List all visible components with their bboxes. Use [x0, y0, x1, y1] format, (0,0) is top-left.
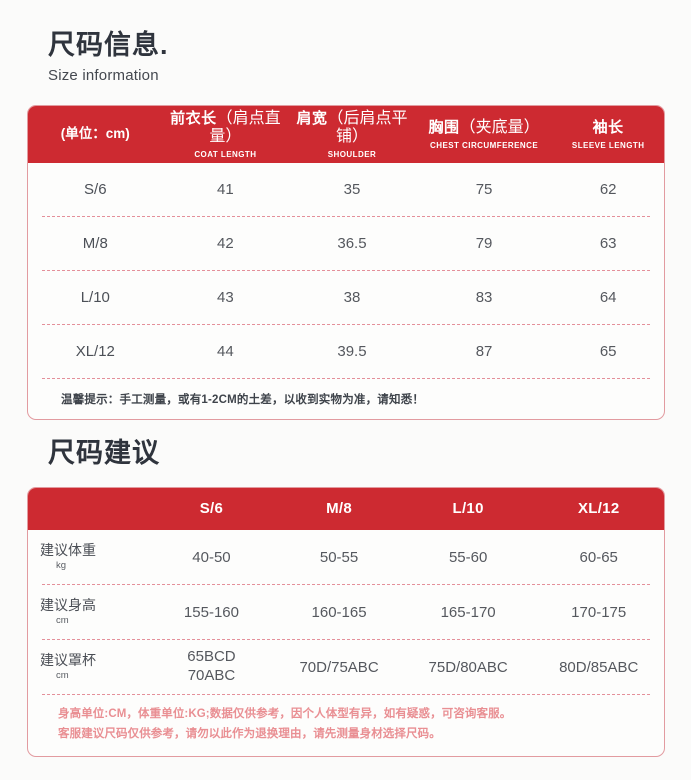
cell-sleeve: 62: [599, 181, 617, 198]
cell-chest: 83: [475, 289, 493, 306]
row-label-weight: 建议体重 kg: [40, 542, 96, 571]
advice-table-header-row: S/6 M/8 L/10 XL/12: [28, 488, 664, 530]
cell-chest: 79: [475, 235, 493, 252]
table-row: S/6 41 35 75 62: [28, 163, 664, 216]
cell-sleeve: 63: [599, 235, 617, 252]
advice-header-s: S/6: [199, 499, 224, 517]
cell-height-m: 160-165: [311, 603, 367, 621]
footer-note-line-1: 身高单位:CM，体重单位:KG;数据仅供参考，因个人体型有异，如有疑惑，可咨询客…: [58, 708, 512, 720]
advice-header-m: M/8: [326, 499, 352, 517]
section-title-advice: 尺码建议: [48, 438, 160, 468]
cell-height-s: 155-160: [183, 603, 239, 621]
cell-size: XL/12: [75, 343, 115, 360]
cell-shoulder: 35: [343, 181, 361, 198]
size-info-heading: 尺码信息. Size information: [48, 30, 169, 84]
row-label-cup: 建议罩杯 cm: [40, 652, 96, 681]
cell-coat-length: 41: [217, 181, 234, 198]
cell-coat-length: 44: [217, 343, 234, 360]
measurement-note: 温馨提示：手工测量，或有1-2CM的土差，以收到实物为准，请知悉！: [61, 394, 425, 406]
advice-footer-notes: 身高单位:CM，体重单位:KG;数据仅供参考，因个人体型有异，如有疑惑，可咨询客…: [28, 695, 664, 756]
cell-weight-s: 40-50: [192, 548, 231, 566]
table-row: XL/12 44 39.5 87 65: [28, 325, 664, 378]
cell-size: M/8: [82, 235, 108, 252]
row-label-height: 建议身高 cm: [40, 597, 96, 626]
cell-size: S/6: [84, 181, 107, 198]
cell-sleeve: 64: [599, 289, 617, 306]
footer-note-line-2: 客服建议尺码仅供参考，请勿以此作为退换理由，请先测量身材选择尺码。: [58, 728, 441, 741]
cell-height-l: 165-170: [440, 603, 496, 621]
row-divider: [42, 584, 650, 585]
cell-shoulder: 38: [343, 289, 361, 306]
page-title: 尺码信息.: [48, 30, 169, 60]
cell-cup-m: 70D/75ABC: [299, 658, 379, 676]
cell-size: L/10: [80, 289, 110, 306]
size-table-header-sleeve: 袖长 SLEEVE LENGTH: [571, 119, 645, 150]
advice-header-xl: XL/12: [577, 499, 620, 517]
cell-chest: 87: [475, 343, 493, 360]
table-row: 建议罩杯 cm 65BCD 70ABC 70D/75ABC 75D/80ABC …: [28, 640, 664, 694]
cell-coat-length: 43: [217, 289, 234, 306]
measurement-note-row: 温馨提示：手工测量，或有1-2CM的土差，以收到实物为准，请知悉！: [28, 379, 664, 419]
table-row: M/8 42 36.5 79 63: [28, 217, 664, 270]
size-information-table: (单位：cm) 前衣长（肩点直量） COAT LENGTH 肩宽（后肩点平铺） …: [27, 105, 665, 420]
cell-cup-xl: 80D/85ABC: [559, 658, 639, 676]
table-row: L/10 43 38 83 64: [28, 271, 664, 324]
cell-weight-xl: 60-65: [579, 548, 618, 566]
size-table-header-unit: (单位：cm): [60, 126, 130, 142]
row-divider: [42, 639, 650, 640]
size-table-header-row: (单位：cm) 前衣长（肩点直量） COAT LENGTH 肩宽（后肩点平铺） …: [28, 106, 664, 163]
cell-sleeve: 65: [599, 343, 617, 360]
size-table-header-chest: 胸围（夹底量） CHEST CIRCUMFERENCE: [428, 119, 540, 150]
cell-shoulder: 39.5: [337, 343, 367, 360]
size-advice-heading: 尺码建议: [48, 440, 160, 467]
page-subtitle: Size information: [48, 67, 159, 84]
cell-cup-s: 65BCD 70ABC: [187, 648, 236, 684]
size-table-header-shoulder: 肩宽（后肩点平铺） SHOULDER: [296, 110, 408, 159]
row-divider: [42, 694, 650, 695]
table-row: 建议身高 cm 155-160 160-165 165-170 170-175: [28, 585, 664, 639]
row-divider: [42, 270, 650, 271]
cell-chest: 75: [475, 181, 493, 198]
cell-shoulder: 36.5: [337, 235, 367, 252]
cell-cup-l: 75D/80ABC: [428, 658, 508, 676]
cell-weight-m: 50-55: [319, 548, 359, 566]
row-divider: [42, 216, 650, 217]
row-divider: [42, 378, 650, 379]
table-row: 建议体重 kg 40-50 50-55 55-60 60-65: [28, 530, 664, 584]
cell-height-xl: 170-175: [571, 603, 627, 621]
size-table-header-coat-length: 前衣长（肩点直量） COAT LENGTH: [170, 110, 281, 159]
size-advice-table: S/6 M/8 L/10 XL/12 建议体重 kg 40-50 50-55 5…: [27, 487, 665, 758]
advice-header-l: L/10: [452, 499, 484, 517]
cell-weight-l: 55-60: [448, 548, 488, 566]
cell-coat-length: 42: [217, 235, 234, 252]
row-divider: [42, 324, 650, 325]
